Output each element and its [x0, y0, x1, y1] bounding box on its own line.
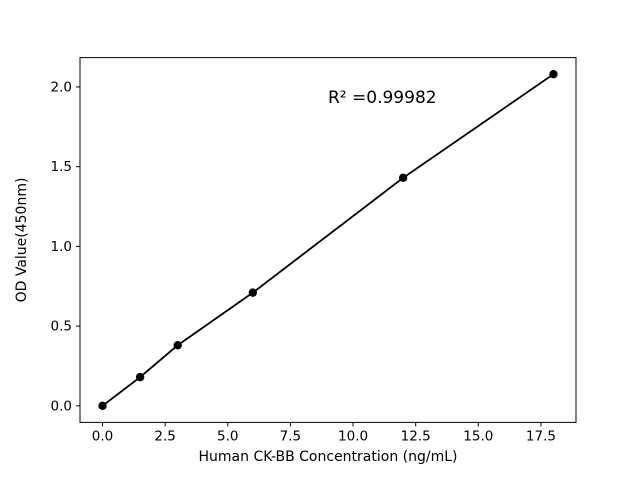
- y-tick-label: 1.0: [51, 239, 72, 255]
- y-tick-label: 0.0: [51, 398, 72, 414]
- x-axis-label: Human CK-BB Concentration (ng/mL): [199, 449, 458, 465]
- y-tick-label: 1.5: [51, 159, 72, 175]
- y-tick-label: 2.0: [51, 79, 72, 95]
- x-tick-label: 2.5: [154, 428, 175, 444]
- x-tick-label: 12.5: [401, 428, 431, 444]
- r-squared-annotation: R² =0.99982: [328, 88, 437, 108]
- plot-border: [79, 57, 577, 423]
- x-tick-label: 0.0: [92, 428, 113, 444]
- data-point: [398, 173, 408, 183]
- data-point: [135, 372, 145, 382]
- data-point: [549, 69, 558, 79]
- x-tick-label: 10.0: [338, 428, 368, 444]
- y-tick-label: 0.5: [51, 319, 72, 335]
- x-tick-label: 17.5: [526, 428, 556, 444]
- x-tick-label: 5.0: [217, 428, 238, 444]
- data-point: [173, 341, 182, 350]
- data-point: [248, 288, 258, 297]
- curve-line: [101, 73, 554, 407]
- x-tick-label: 15.0: [463, 428, 493, 444]
- data-point: [98, 401, 107, 411]
- plot-area: 0.0 2.5 5.0 7.5 10.0 12.5 15.0 17.5 0.0 0.5 1.0 1.5…: [51, 57, 577, 444]
- y-axis-label: OD Value(450nm): [14, 178, 30, 303]
- x-tick-label: 7.5: [280, 428, 301, 444]
